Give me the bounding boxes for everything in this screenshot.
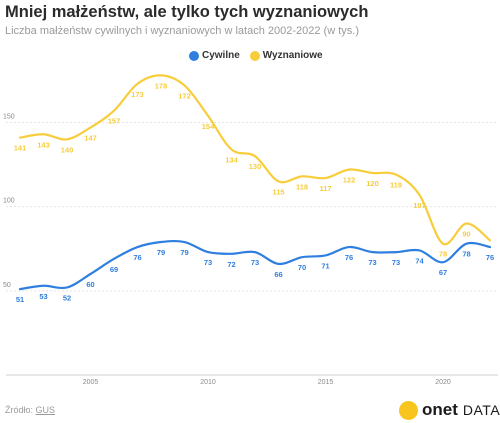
onet-logo-circle-icon (399, 400, 418, 420)
data-label-cywilne: 73 (392, 258, 400, 267)
data-label-wyznaniowe: 141 (14, 144, 27, 153)
logo-brand: onet (422, 400, 458, 419)
data-label-wyznaniowe: 143 (37, 140, 50, 149)
data-label-cywilne: 79 (157, 248, 165, 257)
data-label-cywilne: 51 (16, 295, 24, 304)
y-tick-label: 150 (3, 114, 15, 121)
chart-subtitle: Liczba małżeństw cywilnych i wyznaniowyc… (5, 25, 359, 37)
source-prefix: Źródło: (5, 405, 36, 415)
data-label-wyznaniowe: 147 (84, 134, 97, 143)
data-label-cywilne: 60 (86, 280, 94, 289)
legend-label-wyznaniowe: Wyznaniowe (262, 50, 323, 61)
data-label-cywilne: 79 (180, 248, 188, 257)
data-label-cywilne: 67 (439, 268, 447, 277)
data-label-wyznaniowe: 134 (225, 155, 238, 164)
series-line-cywilne (18, 239, 492, 291)
legend-item-wyznaniowe[interactable]: Wyznaniowe (249, 50, 323, 61)
data-label-wyznaniowe: 140 (61, 145, 74, 154)
data-label-wyznaniowe: 154 (202, 122, 215, 131)
data-label-cywilne: 78 (462, 250, 470, 259)
data-label-cywilne: 76 (486, 253, 494, 262)
data-label-cywilne: 73 (204, 258, 212, 267)
data-label-cywilne: 71 (321, 261, 329, 270)
data-label-cywilne: 69 (110, 265, 118, 274)
chart-title: Mniej małżeństw, ale tylko tych wyznanio… (5, 3, 369, 21)
onet-data-logo: onet DATA (399, 400, 500, 420)
data-label-wyznaniowe: 173 (131, 90, 144, 99)
source-note: Źródło: GUS (5, 405, 55, 415)
x-tick-label: 2020 (435, 379, 451, 386)
data-label-cywilne: 76 (345, 253, 353, 262)
data-label-wyznaniowe: 172 (178, 91, 191, 100)
y-tick-label: 50 (3, 282, 11, 289)
data-label-cywilne: 74 (415, 256, 424, 265)
data-label-cywilne: 66 (274, 270, 282, 279)
data-label-wyznaniowe: 120 (366, 179, 379, 188)
data-label-wyznaniowe: 130 (249, 162, 262, 171)
legend-swatch-cywilne (189, 50, 199, 61)
legend: Cywilne Wyznaniowe (189, 50, 333, 61)
legend-item-cywilne[interactable]: Cywilne (189, 50, 240, 61)
data-label-cywilne: 73 (251, 258, 259, 267)
y-tick-label: 100 (3, 198, 15, 205)
legend-swatch-wyznaniowe (249, 50, 260, 61)
data-label-wyznaniowe: 122 (343, 176, 356, 185)
data-label-wyznaniowe: 115 (272, 187, 284, 196)
data-label-cywilne: 72 (227, 260, 235, 269)
data-label-wyznaniowe: 117 (319, 184, 331, 193)
series-line-wyznaniowe (18, 74, 492, 246)
x-tick-label: 2005 (83, 379, 99, 386)
x-tick-label: 2015 (318, 379, 334, 386)
data-label-cywilne: 73 (368, 258, 376, 267)
data-label-cywilne: 53 (39, 292, 47, 301)
x-tick-label: 2010 (200, 379, 216, 386)
data-label-wyznaniowe: 119 (390, 181, 402, 190)
legend-label-cywilne: Cywilne (202, 50, 240, 61)
data-label-cywilne: 76 (133, 253, 141, 262)
source-link[interactable]: GUS (35, 405, 56, 415)
data-label-wyznaniowe: 90 (462, 230, 470, 239)
data-label-wyznaniowe: 107 (413, 201, 426, 210)
data-label-wyznaniowe: 157 (108, 117, 121, 126)
data-label-wyznaniowe: 118 (296, 182, 308, 191)
data-label-wyznaniowe: 78 (439, 250, 447, 259)
data-label-cywilne: 52 (63, 293, 71, 302)
data-label-wyznaniowe: 178 (155, 81, 168, 90)
logo-data-label: DATA (462, 402, 500, 418)
data-label-cywilne: 70 (298, 263, 306, 272)
